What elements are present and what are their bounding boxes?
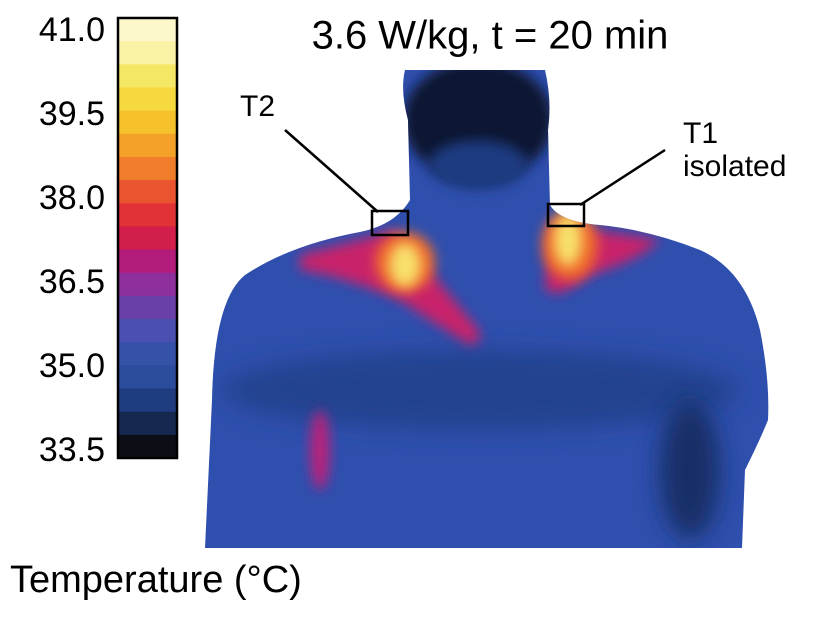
figure: 3.6 W/kg, t = 20 min T2 T1 isolated Temp… xyxy=(0,0,839,613)
tick-label: 33.5 xyxy=(39,431,105,469)
colorbar xyxy=(118,18,177,459)
colorbar-band xyxy=(118,41,177,65)
tick-label: 39.5 xyxy=(39,95,105,133)
annotation: T1 xyxy=(683,117,718,150)
colorbar-band xyxy=(118,203,177,227)
colorbar-band xyxy=(118,435,177,459)
colorbar-band xyxy=(118,134,177,158)
tick-label: 35.0 xyxy=(39,347,105,385)
annotation: isolated xyxy=(683,150,786,183)
tick-label: 36.5 xyxy=(39,263,105,301)
colorbar-band xyxy=(118,226,177,250)
colorbar-band xyxy=(118,319,177,343)
colorbar-band xyxy=(118,18,177,42)
colorbar-band xyxy=(118,250,177,274)
annotation: T2 xyxy=(240,90,275,123)
colorbar-label: Temperature (°C) xyxy=(10,559,302,601)
colorbar-band xyxy=(118,180,177,204)
colorbar-band xyxy=(118,342,177,366)
colorbar-band xyxy=(118,111,177,135)
colorbar-band xyxy=(118,64,177,88)
colorbar-band xyxy=(118,389,177,413)
colorbar-band xyxy=(118,87,177,111)
colorbar-band xyxy=(118,296,177,320)
colorbar-band xyxy=(118,157,177,181)
colorbar-band xyxy=(118,412,177,436)
tick-label: 41.0 xyxy=(39,11,105,49)
title: 3.6 W/kg, t = 20 min xyxy=(312,14,669,58)
tick-label: 38.0 xyxy=(39,179,105,217)
colorbar-band xyxy=(118,273,177,297)
colorbar-band xyxy=(118,365,177,389)
